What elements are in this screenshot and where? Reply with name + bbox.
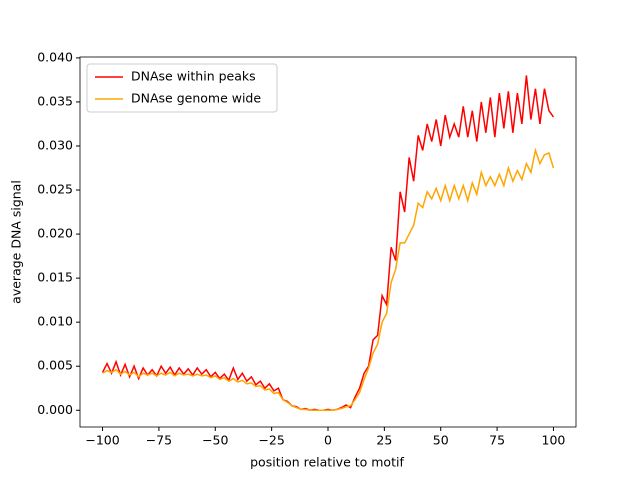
legend-box [86, 63, 278, 113]
plot-frame [79, 56, 577, 428]
y-tick-label: 0.030 [37, 137, 73, 152]
x-tick-label: −25 [258, 433, 284, 448]
x-tick-label: 25 [376, 433, 392, 448]
y-tick-label: 0.035 [37, 93, 73, 108]
y-tick-label: 0.000 [37, 402, 73, 417]
y-tick-label: 0.040 [37, 49, 73, 64]
x-axis-label: position relative to motif [250, 455, 404, 470]
y-tick-label: 0.025 [37, 182, 73, 197]
x-tick-label: −50 [202, 433, 228, 448]
y-tick-label: 0.020 [37, 226, 73, 241]
x-tick-label: −100 [85, 433, 119, 448]
y-tick-label: 0.005 [37, 358, 73, 373]
y-tick-label: 0.015 [37, 270, 73, 285]
x-tick-label: 100 [542, 433, 566, 448]
series-line [102, 147, 555, 412]
x-tick-label: 75 [489, 433, 505, 448]
x-tick-label: −75 [146, 433, 172, 448]
series-line [101, 75, 555, 412]
legend-label: DNAse within peaks [131, 69, 256, 84]
x-tick-label: 0 [324, 433, 332, 448]
y-tick-label: 0.010 [37, 314, 73, 329]
legend-label: DNAse genome wide [131, 91, 261, 106]
x-tick-label: 50 [433, 433, 449, 448]
y-axis-label: average DNA signal [9, 180, 24, 304]
